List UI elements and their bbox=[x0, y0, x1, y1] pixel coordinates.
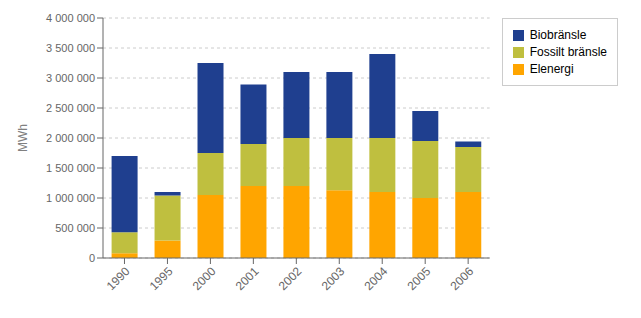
svg-text:1 000 000: 1 000 000 bbox=[46, 192, 95, 204]
svg-text:2000: 2000 bbox=[190, 264, 219, 293]
svg-text:0: 0 bbox=[89, 252, 95, 264]
svg-text:2 500 000: 2 500 000 bbox=[46, 102, 95, 114]
svg-text:2001: 2001 bbox=[233, 264, 262, 293]
svg-text:2005: 2005 bbox=[405, 264, 434, 293]
svg-text:4 000 000: 4 000 000 bbox=[46, 12, 95, 24]
svg-text:2002: 2002 bbox=[276, 264, 305, 293]
svg-text:3 500 000: 3 500 000 bbox=[46, 42, 95, 54]
svg-text:3 000 000: 3 000 000 bbox=[46, 72, 95, 84]
html-text:Fossilt bränsle: Fossilt bränsle bbox=[529, 45, 607, 59]
svg-text:1995: 1995 bbox=[147, 264, 176, 293]
svg-text:500 000: 500 000 bbox=[55, 222, 95, 234]
html-text:Elenergi: Elenergi bbox=[529, 62, 574, 76]
svg-text:1 500 000: 1 500 000 bbox=[46, 162, 95, 174]
svg-text:2006: 2006 bbox=[448, 264, 477, 293]
svg-text:MWh: MWh bbox=[16, 124, 30, 152]
html-text:Biobränsle: Biobränsle bbox=[529, 28, 587, 42]
svg-text:2 000 000: 2 000 000 bbox=[46, 132, 95, 144]
svg-text:2004: 2004 bbox=[362, 264, 391, 293]
svg-text:2003: 2003 bbox=[319, 264, 348, 293]
svg-text:1990: 1990 bbox=[104, 264, 133, 293]
